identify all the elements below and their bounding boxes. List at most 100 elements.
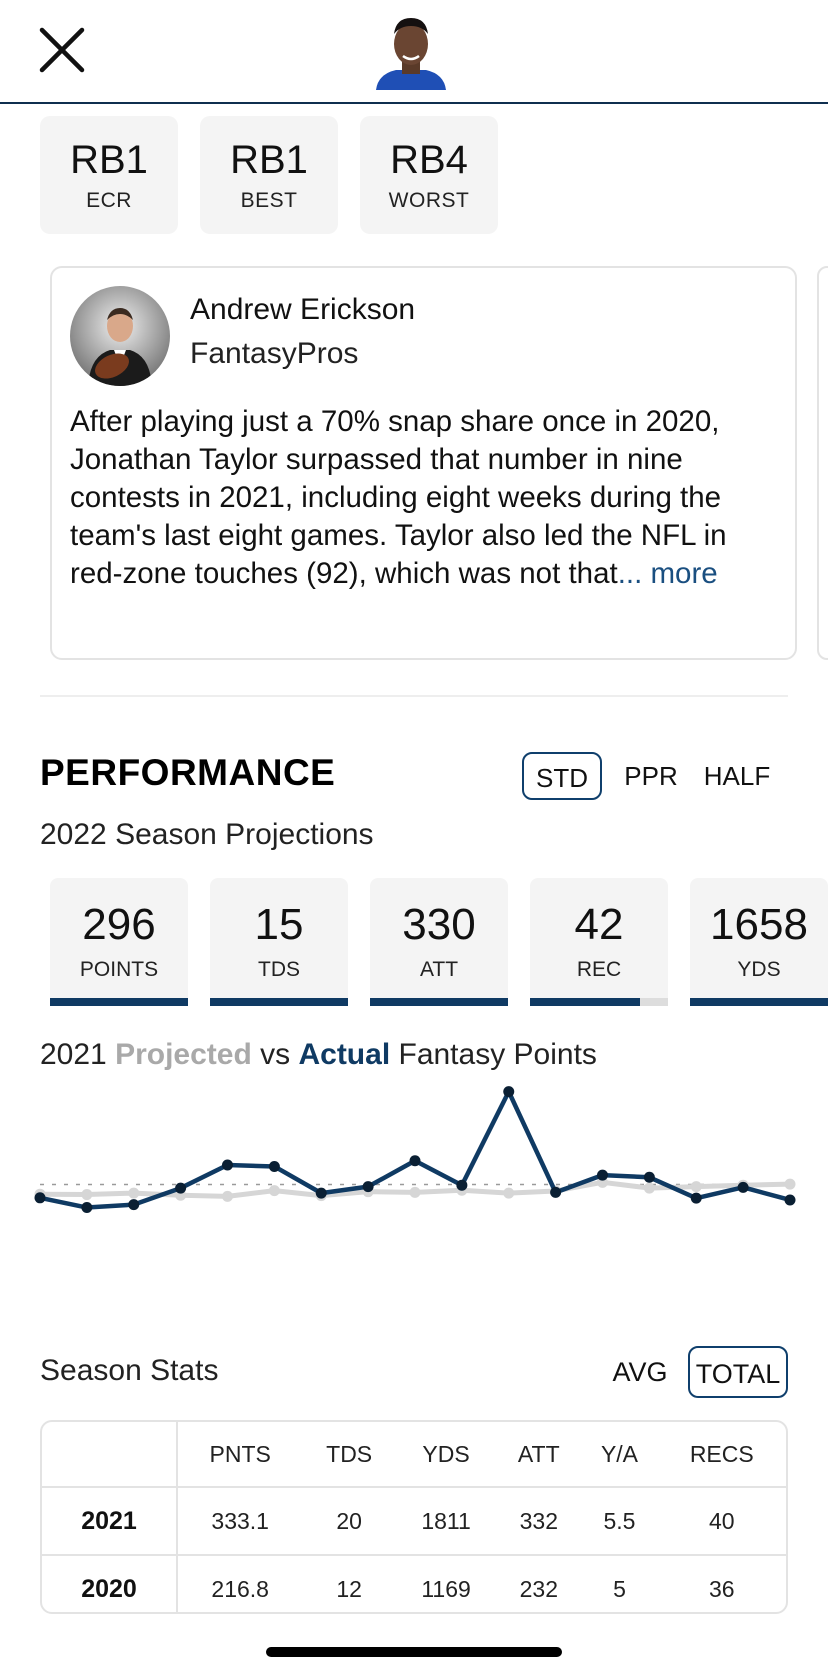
table-cell: 20 — [302, 1486, 396, 1555]
actual-point[interactable] — [268, 1160, 280, 1172]
projection-bar-fill — [370, 998, 508, 1006]
chart-title: 2021 Projected vs Actual Fantasy Points — [40, 1038, 597, 1072]
table-cell: 1169 — [395, 1554, 497, 1612]
projected-point[interactable] — [690, 1181, 702, 1193]
projected-point[interactable] — [503, 1187, 515, 1199]
column-header: PNTS — [209, 1440, 271, 1467]
actual-point[interactable] — [503, 1086, 515, 1098]
projection-points: 296 POINTS — [50, 878, 188, 1004]
expert-name[interactable]: Andrew Erickson — [190, 293, 416, 326]
season-stats-title: Season Stats — [40, 1354, 219, 1387]
chart-title-year: 2021 — [40, 1038, 116, 1071]
expert-card[interactable] — [50, 266, 797, 660]
performance-title: PERFORMANCE — [40, 752, 336, 793]
projection-bar-fill — [210, 998, 348, 1006]
projected-point[interactable] — [409, 1186, 421, 1198]
view-avg-button[interactable]: AVG — [612, 1357, 668, 1387]
chart-title-projected: Projected — [115, 1038, 252, 1071]
projected-point[interactable] — [222, 1190, 233, 1202]
actual-point[interactable] — [784, 1194, 796, 1206]
rank-value: RB1 — [70, 138, 148, 182]
projected-point[interactable] — [81, 1189, 93, 1201]
scoring-half-button[interactable]: HALF — [703, 761, 771, 791]
projection-label: ATT — [419, 958, 459, 981]
expert-avatar — [70, 286, 170, 386]
actual-point[interactable] — [737, 1181, 749, 1193]
table-cell: 36 — [657, 1554, 786, 1612]
home-indicator[interactable] — [266, 1647, 562, 1657]
projected-point[interactable] — [268, 1185, 280, 1197]
table-cell: 232 — [496, 1554, 582, 1612]
table-cell: 332 — [496, 1486, 582, 1555]
projected-point[interactable] — [128, 1187, 140, 1199]
actual-point[interactable] — [81, 1202, 93, 1214]
table-cell: 1811 — [395, 1486, 497, 1555]
rank-worst: RB4 WORST — [360, 116, 498, 234]
expert-organization: FantasyPros — [190, 337, 359, 370]
projection-bar — [50, 998, 188, 1006]
actual-point[interactable] — [315, 1187, 327, 1199]
projection-value: 42 — [574, 900, 624, 949]
scoring-ppr-button[interactable]: PPR — [624, 761, 678, 791]
chart-title-rest: Fantasy Points — [390, 1038, 597, 1071]
projection-att: 330 ATT — [370, 878, 508, 1004]
more-link[interactable]: more — [642, 557, 718, 590]
actual-point[interactable] — [128, 1199, 140, 1211]
blurb-text: After playing just a 70% snap share once… — [70, 405, 727, 590]
projection-bar-fill — [690, 998, 828, 1006]
table-cell: 12 — [302, 1554, 396, 1612]
scoring-std-button[interactable]: STD — [522, 752, 602, 800]
actual-point[interactable] — [175, 1182, 187, 1194]
close-icon[interactable] — [38, 26, 86, 74]
actual-point[interactable] — [34, 1192, 46, 1204]
actual-point[interactable] — [643, 1171, 655, 1183]
next-expert-card[interactable] — [817, 266, 828, 660]
projection-yds: 1658 YDS — [690, 878, 828, 1004]
column-header: RECS — [689, 1440, 754, 1467]
projection-value: 330 — [402, 900, 476, 949]
projection-bar — [370, 998, 508, 1006]
projection-label: YDS — [737, 958, 781, 981]
actual-point[interactable] — [550, 1186, 562, 1198]
projection-label: POINTS — [79, 958, 159, 981]
table-row: 2020 216.8 12 1169 232 5 36 — [42, 1554, 786, 1612]
column-header — [42, 1422, 178, 1487]
rank-best: RB1 BEST — [200, 116, 338, 234]
chart-title-vs: vs — [251, 1038, 299, 1071]
table-cell: 5.5 — [581, 1486, 658, 1555]
table-cell: 216.8 — [177, 1554, 303, 1612]
chart-title-actual: Actual — [298, 1038, 391, 1071]
actual-point[interactable] — [597, 1169, 608, 1181]
actual-point[interactable] — [456, 1179, 468, 1191]
actual-point[interactable] — [222, 1159, 233, 1171]
projection-tds: 15 TDS — [210, 878, 348, 1004]
table-cell-year: 2020 — [42, 1554, 178, 1612]
projection-label: TDS — [258, 958, 300, 981]
rank-value: RB4 — [390, 138, 468, 182]
rank-label: WORST — [388, 189, 470, 212]
rank-label: BEST — [240, 189, 298, 212]
actual-point[interactable] — [409, 1155, 421, 1167]
projection-bar — [530, 998, 668, 1006]
table-cell: 5 — [581, 1554, 658, 1612]
table-cell: 333.1 — [177, 1486, 303, 1555]
column-header: Y/A — [600, 1440, 639, 1467]
column-header: YDS — [422, 1440, 470, 1467]
table-header-row: PNTS TDS YDS ATT Y/A RECS — [42, 1422, 786, 1487]
projected-point[interactable] — [784, 1178, 796, 1190]
projected-point[interactable] — [643, 1182, 655, 1194]
expert-blurb: After playing just a 70% snap share once… — [70, 403, 782, 593]
table-row: 2021 333.1 20 1811 332 5.5 40 — [42, 1486, 786, 1555]
projection-bar — [210, 998, 348, 1006]
fantasy-points-chart — [34, 1086, 796, 1214]
player-avatar — [372, 12, 450, 90]
rank-label: ECR — [86, 189, 132, 212]
blurb-ellipsis: ... — [617, 557, 643, 590]
rank-value: RB1 — [230, 138, 308, 182]
actual-point[interactable] — [362, 1181, 374, 1193]
projection-bar-fill — [530, 998, 641, 1006]
section-divider — [40, 695, 788, 697]
view-total-button[interactable]: TOTAL — [688, 1346, 788, 1398]
projection-bar-fill — [50, 998, 188, 1006]
actual-point[interactable] — [690, 1192, 702, 1204]
